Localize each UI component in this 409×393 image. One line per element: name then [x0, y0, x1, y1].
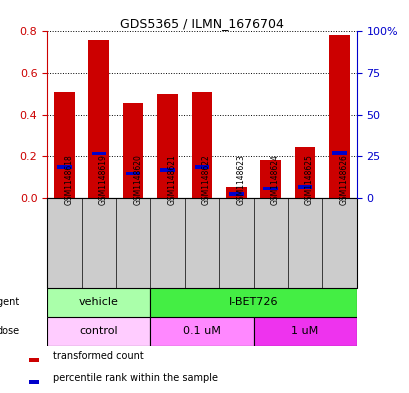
Bar — [297, 185, 312, 189]
Text: vehicle: vehicle — [79, 298, 118, 307]
Bar — [229, 193, 243, 196]
Bar — [47, 288, 150, 317]
Text: GSM1148626: GSM1148626 — [339, 154, 348, 205]
Text: GSM1148624: GSM1148624 — [270, 154, 279, 205]
Text: agent: agent — [0, 298, 20, 307]
Bar — [57, 165, 72, 169]
Bar — [294, 147, 315, 198]
Bar — [150, 288, 356, 317]
Text: 1 uM: 1 uM — [291, 326, 318, 336]
Text: GSM1148620: GSM1148620 — [133, 154, 142, 205]
Text: control: control — [79, 326, 118, 336]
Bar — [123, 103, 143, 198]
Bar — [191, 92, 212, 198]
Bar — [194, 165, 209, 169]
Text: GSM1148625: GSM1148625 — [304, 154, 313, 205]
Bar — [253, 317, 356, 346]
Bar — [47, 317, 150, 346]
Bar — [150, 317, 253, 346]
Bar — [225, 187, 246, 198]
Text: transformed count: transformed count — [53, 351, 144, 361]
Bar — [91, 152, 106, 156]
Text: GSM1148623: GSM1148623 — [236, 154, 245, 205]
Bar — [29, 380, 39, 384]
Text: dose: dose — [0, 326, 20, 336]
Text: 0.1 uM: 0.1 uM — [182, 326, 220, 336]
Bar — [260, 160, 280, 198]
Bar — [88, 40, 109, 198]
Bar — [328, 35, 349, 198]
Bar — [331, 151, 346, 154]
Bar — [160, 168, 174, 172]
Text: GSM1148622: GSM1148622 — [201, 154, 210, 205]
Bar — [263, 187, 277, 190]
Bar — [54, 92, 74, 198]
Text: percentile rank within the sample: percentile rank within the sample — [53, 373, 218, 383]
Text: GSM1148619: GSM1148619 — [99, 154, 108, 205]
Bar — [29, 358, 39, 362]
Bar — [157, 94, 178, 198]
Bar — [126, 172, 140, 175]
Title: GDS5365 / ILMN_1676704: GDS5365 / ILMN_1676704 — [120, 17, 283, 30]
Text: I-BET726: I-BET726 — [228, 298, 278, 307]
Text: GSM1148618: GSM1148618 — [64, 154, 73, 205]
Text: GSM1148621: GSM1148621 — [167, 154, 176, 205]
